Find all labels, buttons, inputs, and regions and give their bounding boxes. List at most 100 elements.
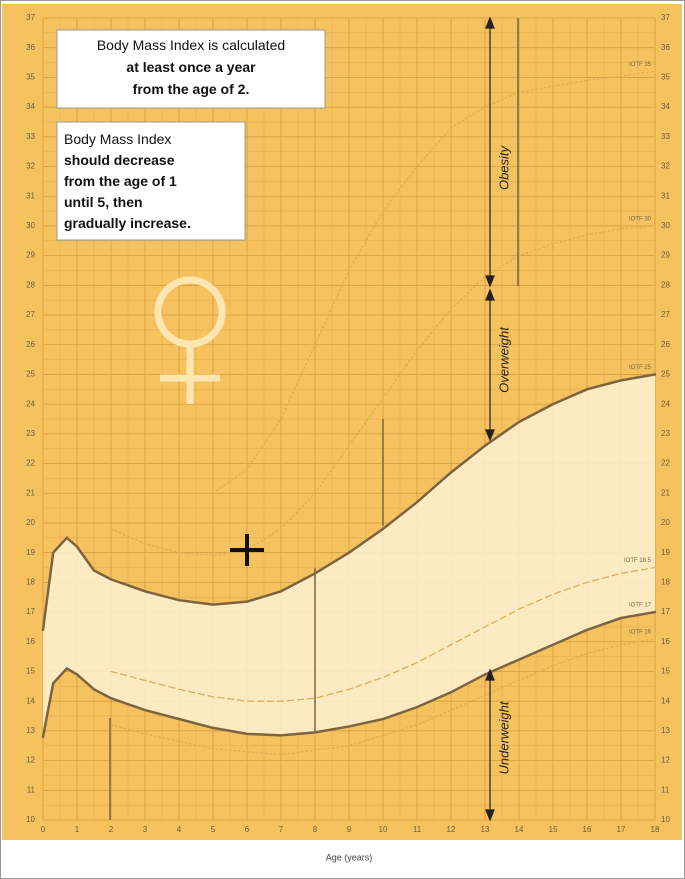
y-tick-label: 23 <box>661 429 670 438</box>
y-tick-label: 34 <box>26 102 35 111</box>
x-tick-label: 5 <box>211 825 216 834</box>
x-axis-label: Age (years) <box>326 852 373 862</box>
x-tick-label: 17 <box>617 825 626 834</box>
y-tick-label: 19 <box>26 548 35 557</box>
x-tick-label: 10 <box>379 825 388 834</box>
y-tick-label: 34 <box>661 102 670 111</box>
series-line <box>41 373 657 632</box>
lines-layer <box>41 70 657 756</box>
y-tick-label: 13 <box>26 726 35 735</box>
y-tick-label: 14 <box>661 696 670 705</box>
y-tick-label: 31 <box>26 191 35 200</box>
series-label: IOTF 35 <box>629 62 652 68</box>
x-tick-label: 18 <box>651 825 660 834</box>
y-tick-label: 15 <box>26 667 35 676</box>
y-tick-label: 37 <box>661 13 670 22</box>
y-tick-label: 12 <box>661 756 670 765</box>
note-line: Body Mass Index is calculated <box>97 37 285 53</box>
y-tick-label: 13 <box>661 726 670 735</box>
y-tick-label: 27 <box>26 310 35 319</box>
y-tick-label: 28 <box>26 280 35 289</box>
y-tick-label: 29 <box>26 251 35 260</box>
x-tick-label: 9 <box>347 825 352 834</box>
y-tick-label: 35 <box>26 73 35 82</box>
x-tick-label: 12 <box>447 825 456 834</box>
y-tick-label: 37 <box>26 13 35 22</box>
y-tick-label: 18 <box>661 577 670 586</box>
y-tick-label: 20 <box>661 518 670 527</box>
series-line <box>110 638 656 756</box>
note-line: should decrease <box>64 152 175 168</box>
x-tick-label: 0 <box>41 825 46 834</box>
y-tick-label: 36 <box>661 43 670 52</box>
series-label: IOTF 17 <box>629 603 652 609</box>
y-tick-label: 11 <box>661 785 670 794</box>
y-tick-label: 33 <box>661 132 670 141</box>
y-tick-label: 26 <box>26 340 35 349</box>
y-tick-label: 28 <box>661 280 670 289</box>
normal-band <box>43 374 655 737</box>
note-line: from the age of 1 <box>64 173 177 189</box>
x-tick-label: 4 <box>177 825 182 834</box>
y-tick-label: 30 <box>661 221 670 230</box>
x-tick-label: 2 <box>109 825 114 834</box>
fill-layer <box>43 374 655 737</box>
y-tick-label: 25 <box>661 370 670 379</box>
zone-label: Obesity <box>496 144 511 190</box>
y-tick-label: 12 <box>26 756 35 765</box>
series-label: IOTF 30 <box>629 217 652 223</box>
y-tick-label: 36 <box>26 43 35 52</box>
y-tick-label: 27 <box>661 310 670 319</box>
y-tick-label: 23 <box>26 429 35 438</box>
y-tick-label: 25 <box>26 370 35 379</box>
y-tick-label: 16 <box>661 637 670 646</box>
y-tick-label: 21 <box>26 488 35 497</box>
note-box <box>56 29 326 109</box>
y-tick-label: 33 <box>26 132 35 141</box>
y-tick-label: 18 <box>26 577 35 586</box>
female-symbol <box>154 276 226 404</box>
note-box <box>56 121 246 241</box>
x-tick-label: 6 <box>245 825 250 834</box>
y-tick-label: 10 <box>661 815 670 824</box>
y-tick-label: 16 <box>26 637 35 646</box>
y-tick-label: 32 <box>661 162 670 171</box>
series-line <box>41 610 657 739</box>
y-tick-label: 26 <box>661 340 670 349</box>
guide-lines <box>109 18 519 820</box>
x-tick-label: 7 <box>279 825 284 834</box>
x-tick-label: 16 <box>583 825 592 834</box>
series-line <box>110 566 656 702</box>
note-line: until 5, then <box>64 194 143 210</box>
x-tick-label: 14 <box>515 825 524 834</box>
series-label: IOTF 16 <box>629 629 652 635</box>
zone-label: Overweight <box>496 326 511 393</box>
y-tick-label: 17 <box>661 607 670 616</box>
series-label: IOTF 18.5 <box>624 558 652 564</box>
x-tick-label: 1 <box>75 825 80 834</box>
y-tick-label: 31 <box>661 191 670 200</box>
zone-label: Underweight <box>496 700 511 774</box>
y-tick-label: 15 <box>661 667 670 676</box>
y-tick-label: 14 <box>26 696 35 705</box>
plus-marker <box>230 534 264 566</box>
note-line: from the age of 2. <box>133 81 250 97</box>
y-tick-label: 11 <box>27 785 36 794</box>
series-label: IOTF 25 <box>629 365 652 371</box>
note-line: Body Mass Index <box>64 131 171 147</box>
y-tick-label: 19 <box>661 548 670 557</box>
y-tick-label: 32 <box>26 162 35 171</box>
x-tick-label: 15 <box>549 825 558 834</box>
y-tick-label: 24 <box>661 399 670 408</box>
y-tick-label: 17 <box>26 607 35 616</box>
y-tick-label: 21 <box>661 488 670 497</box>
y-tick-label: 22 <box>661 459 670 468</box>
y-tick-label: 29 <box>661 251 670 260</box>
zone-arrows <box>485 16 495 822</box>
x-tick-label: 8 <box>313 825 318 834</box>
y-tick-label: 30 <box>26 221 35 230</box>
y-tick-label: 20 <box>26 518 35 527</box>
y-tick-label: 35 <box>661 73 670 82</box>
note-line: at least once a year <box>126 59 256 75</box>
